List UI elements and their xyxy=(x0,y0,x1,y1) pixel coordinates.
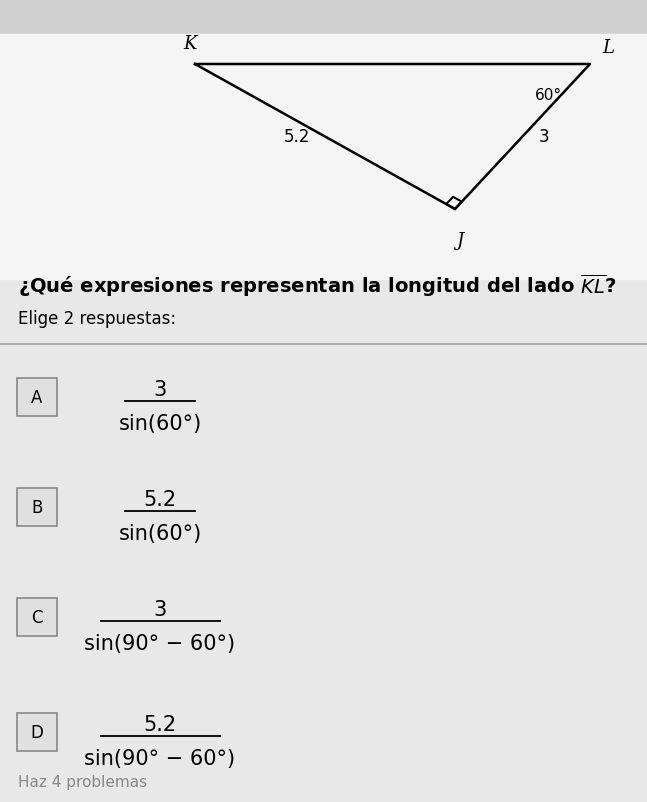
FancyBboxPatch shape xyxy=(17,379,57,416)
Bar xyxy=(0,35,647,280)
Text: ¿Qué expresiones representan la longitud del lado $\overline{KL}$?: ¿Qué expresiones representan la longitud… xyxy=(18,272,617,298)
Text: Haz 4 problemas: Haz 4 problemas xyxy=(18,774,147,789)
Text: sin(90° − 60°): sin(90° − 60°) xyxy=(85,634,236,653)
Text: 5.2: 5.2 xyxy=(144,714,177,734)
Text: D: D xyxy=(30,723,43,741)
Text: 5.2: 5.2 xyxy=(144,489,177,509)
Bar xyxy=(0,0,647,35)
Text: L: L xyxy=(602,39,614,57)
Text: sin(60°): sin(60°) xyxy=(118,414,202,433)
FancyBboxPatch shape xyxy=(17,713,57,751)
Text: 3: 3 xyxy=(153,599,167,619)
Text: Elige 2 respuestas:: Elige 2 respuestas: xyxy=(18,310,176,327)
Text: sin(90° − 60°): sin(90° − 60°) xyxy=(85,748,236,768)
Text: B: B xyxy=(31,498,43,516)
FancyBboxPatch shape xyxy=(17,598,57,636)
Text: C: C xyxy=(31,608,43,626)
Text: 3: 3 xyxy=(153,379,167,399)
Text: K: K xyxy=(183,35,197,53)
Text: sin(60°): sin(60°) xyxy=(118,524,202,543)
Text: 3: 3 xyxy=(539,128,550,146)
Text: J: J xyxy=(456,232,464,249)
FancyBboxPatch shape xyxy=(17,488,57,526)
Text: 5.2: 5.2 xyxy=(284,128,310,146)
Text: A: A xyxy=(31,388,43,407)
Text: 60°: 60° xyxy=(534,87,562,103)
